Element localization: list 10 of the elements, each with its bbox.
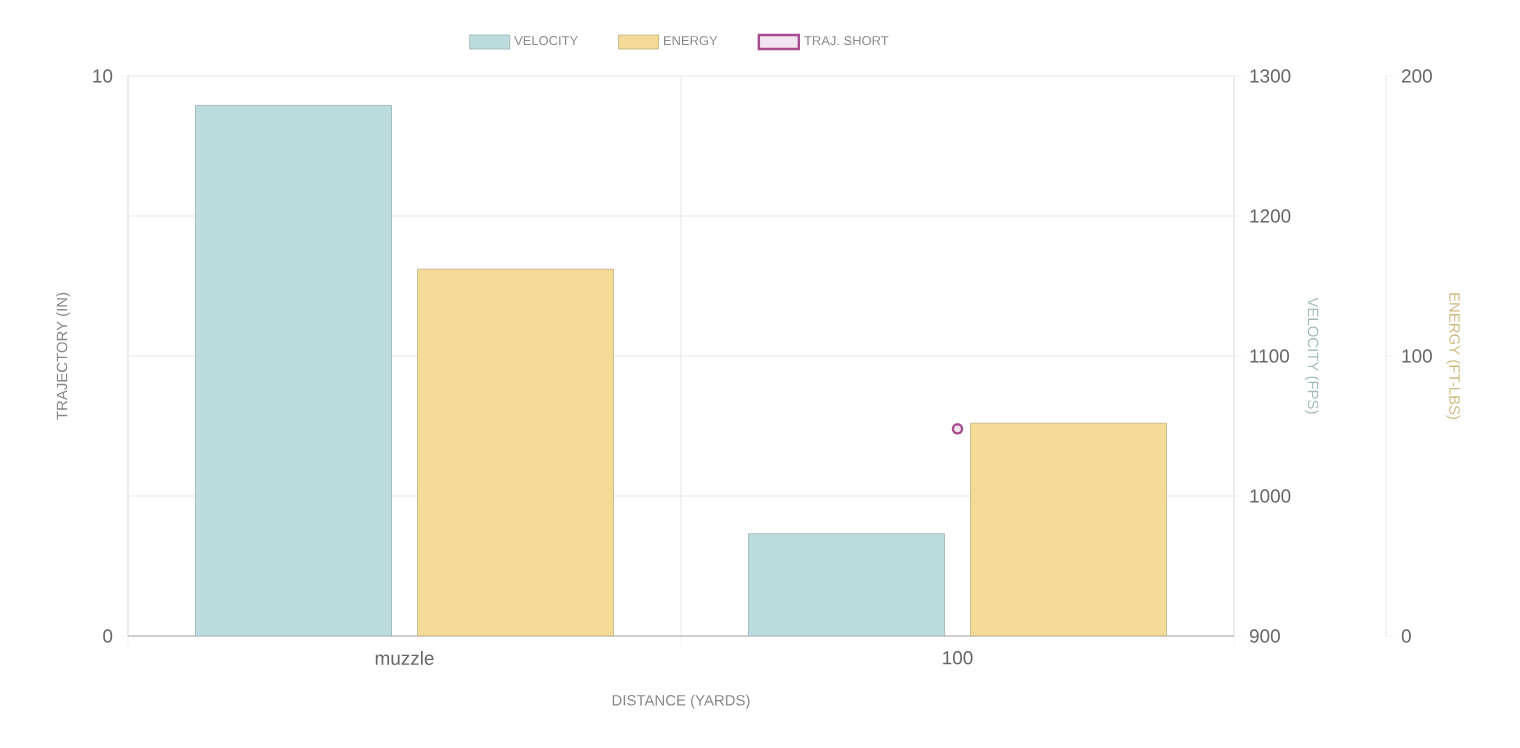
y3-tick-label: 100 xyxy=(1402,349,1432,363)
y-tick-label: 10 xyxy=(93,69,113,83)
y2-tick-label: 1000 xyxy=(1250,489,1291,503)
y2-tick-label: 1200 xyxy=(1250,209,1291,223)
y2-tick-label: 1300 xyxy=(1250,69,1291,83)
y2-tick-label: 1100 xyxy=(1250,349,1290,363)
y3-tick-label: 0 xyxy=(1401,629,1411,643)
y3-tick-label: 200 xyxy=(1402,69,1432,83)
y2-tick-label: 900 xyxy=(1249,629,1280,643)
x-tick-label: muzzle xyxy=(375,651,434,665)
